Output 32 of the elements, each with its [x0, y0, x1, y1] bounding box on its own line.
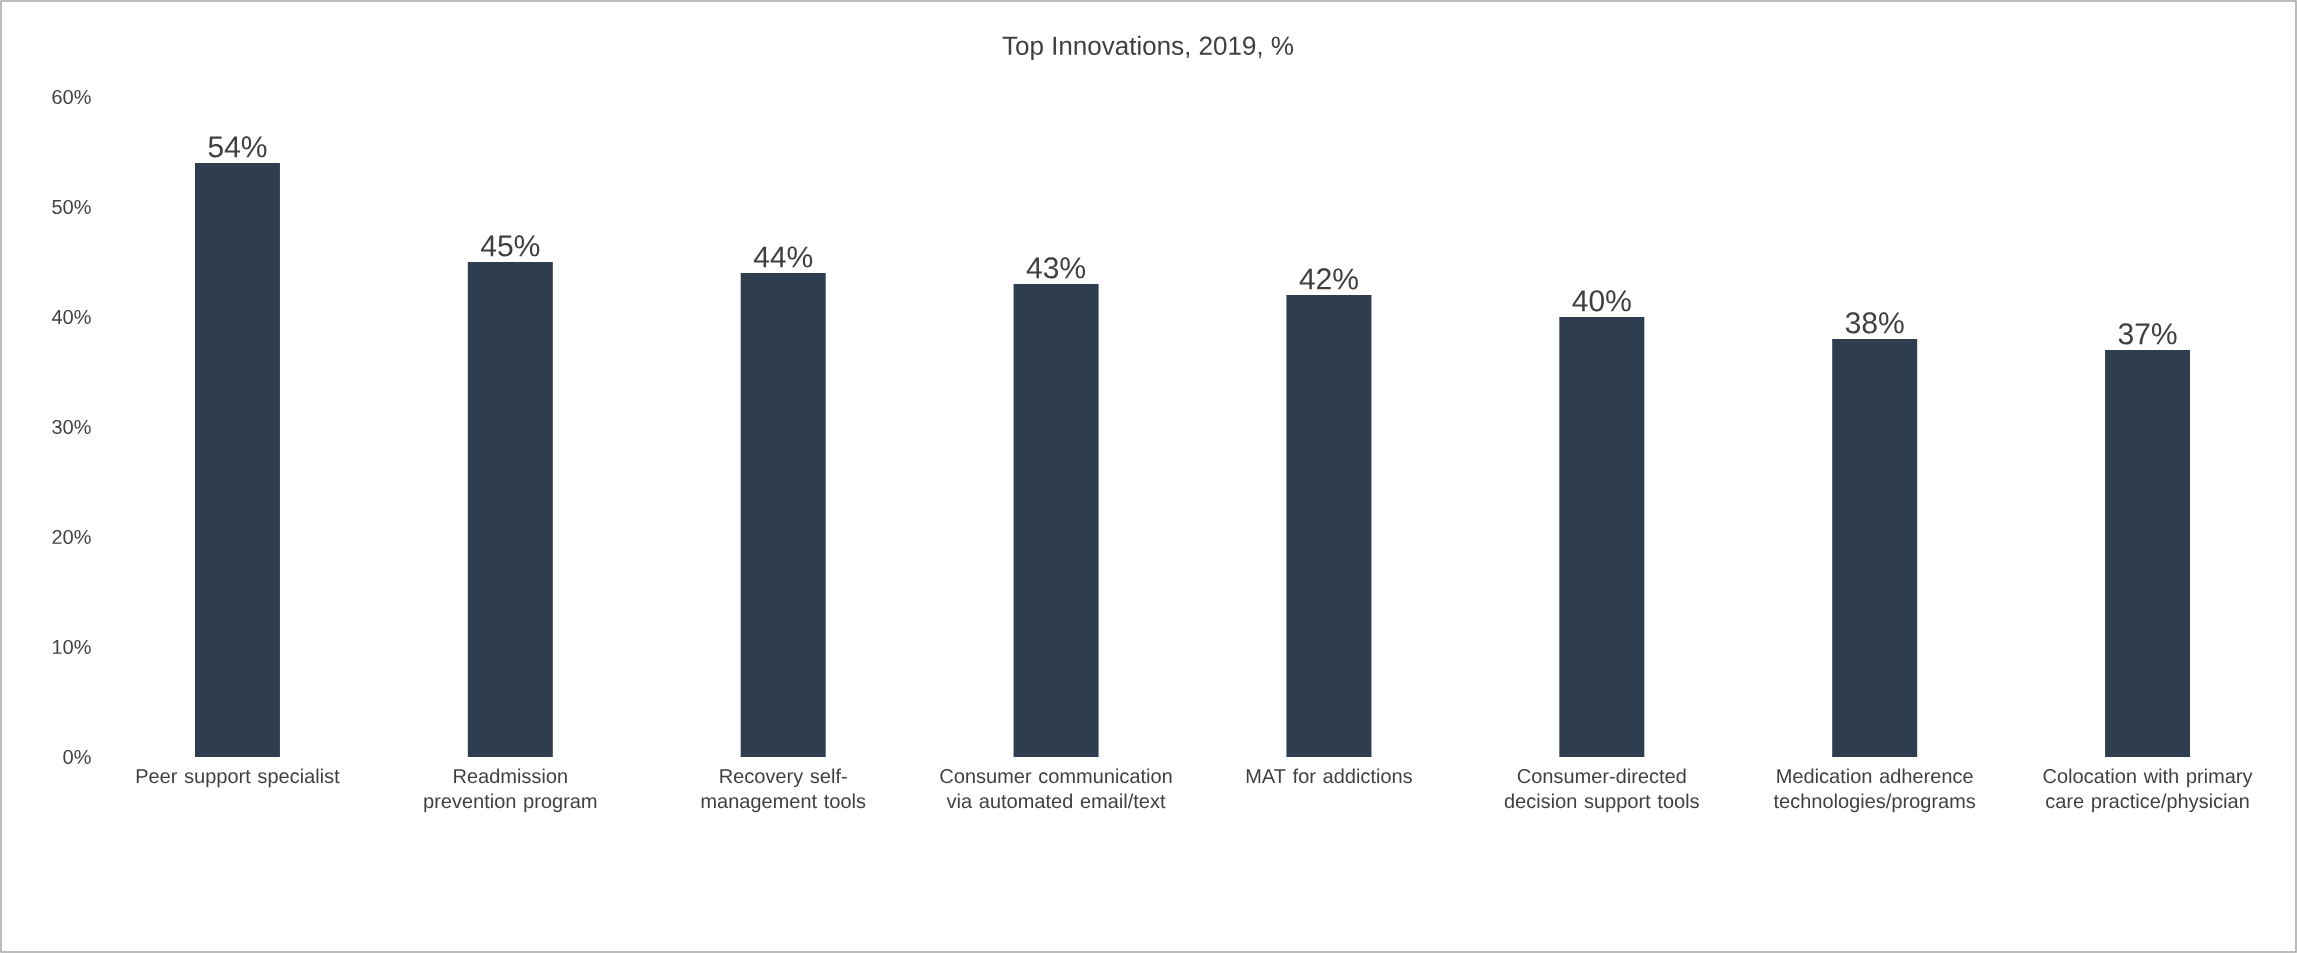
y-tick-label: 40%: [51, 309, 91, 325]
y-tick-label: 10%: [52, 639, 91, 655]
y-tick-label: 0%: [63, 749, 91, 765]
x-tick-label: Consumer communication via automated email/text: [940, 768, 1172, 809]
x-tick-label: Consumer-directed decision support tools: [1504, 768, 1699, 813]
x-tick-label: Colocation with primary care practice/physician: [2043, 768, 2253, 813]
bar: [194, 162, 280, 757]
bar: [467, 261, 553, 757]
data-label: 38%: [1845, 312, 1904, 334]
bar: [2105, 349, 2191, 757]
data-label: 43%: [1026, 257, 1086, 279]
data-label: 42%: [1299, 268, 1358, 290]
bar: [740, 272, 826, 757]
y-tick-label: 30%: [52, 419, 91, 435]
bar: [1286, 294, 1372, 757]
chart-title: Top Innovations, 2019, %: [1002, 35, 1294, 61]
data-label: 54%: [208, 136, 267, 158]
data-label: 44%: [753, 246, 813, 268]
data-label: 37%: [2118, 323, 2177, 345]
bar: [1832, 338, 1918, 757]
data-label: 40%: [1572, 290, 1631, 312]
y-tick-label: 20%: [52, 529, 91, 545]
data-label: 45%: [480, 235, 540, 257]
y-tick-label: 50%: [52, 199, 91, 215]
bar: [1013, 283, 1099, 757]
x-tick-label: Peer support specialist: [136, 768, 340, 788]
x-tick-label: MAT for addictions: [1246, 768, 1412, 784]
y-tick-label: 60%: [52, 89, 91, 105]
x-tick-label: Medication adherence technologies/programs: [1773, 768, 1976, 813]
bar: [1559, 316, 1645, 757]
x-tick-label: Recovery self-management tools: [701, 768, 866, 813]
x-tick-label: Readmission prevention program: [424, 768, 597, 813]
